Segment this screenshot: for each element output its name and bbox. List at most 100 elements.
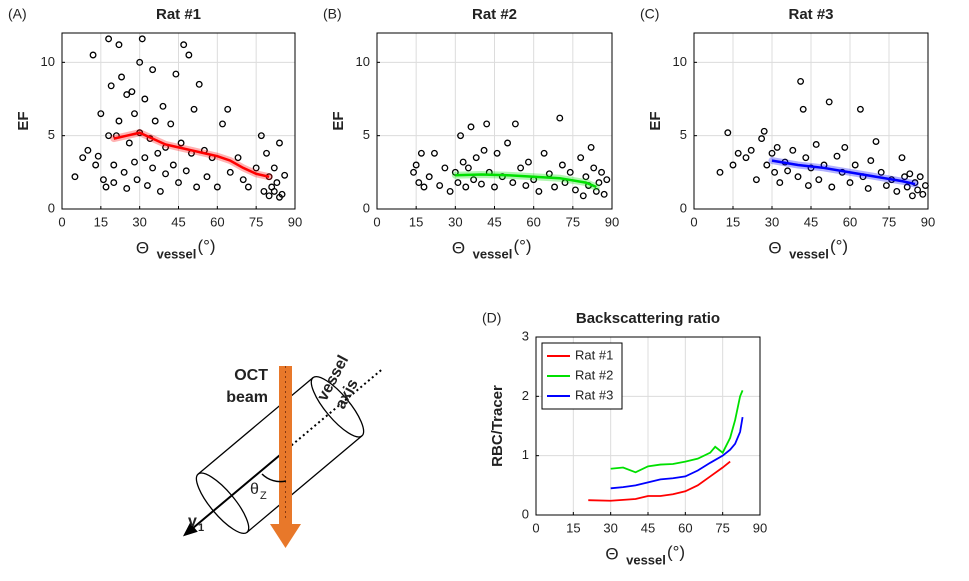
data-point [190, 105, 198, 113]
data-point [89, 51, 97, 59]
data-point [417, 149, 425, 157]
data-point [412, 161, 420, 169]
data-point [470, 176, 478, 184]
cylinder-side [197, 377, 314, 475]
y-tick-label: 0 [48, 200, 55, 215]
x-tick-label: 15 [566, 520, 580, 535]
y-axis-label: EF [15, 111, 32, 130]
data-point [125, 139, 133, 147]
panel-label: (A) [8, 6, 27, 22]
data-point [724, 129, 732, 137]
data-point [797, 77, 805, 85]
data-point [172, 70, 180, 78]
data-point [483, 120, 491, 128]
chart-title: Backscattering ratio [576, 310, 720, 327]
data-point [590, 164, 598, 172]
data-point [156, 187, 164, 195]
y-tick-label: 0 [363, 200, 370, 215]
data-point [410, 168, 418, 176]
arrow-head [182, 522, 198, 537]
beam-label: OCT [234, 367, 268, 384]
x-tick-label: 30 [765, 214, 779, 229]
data-point [281, 171, 289, 179]
y-tick-label: 5 [680, 127, 687, 142]
data-point [517, 164, 525, 172]
x-tick-label: 45 [804, 214, 818, 229]
data-point [226, 168, 234, 176]
data-point [270, 164, 278, 172]
data-point [131, 110, 138, 118]
data-point [802, 154, 810, 162]
data-point [893, 187, 901, 195]
x-tick-label: 30 [603, 520, 617, 535]
data-point [571, 186, 579, 194]
data-point [110, 179, 118, 187]
data-point [773, 143, 781, 151]
data-point [252, 164, 260, 172]
x-tick-label: 60 [210, 214, 224, 229]
data-point [182, 167, 190, 175]
data-point [118, 73, 125, 81]
data-point [472, 154, 480, 162]
data-point [851, 161, 859, 169]
data-point [133, 176, 141, 184]
data-point [265, 192, 273, 200]
data-point [729, 161, 737, 169]
plot-frame [693, 32, 929, 210]
x-axis-label-unit: (°) [513, 236, 531, 255]
data-point [92, 161, 100, 169]
data-point [79, 154, 87, 162]
x-tick-label: 75 [715, 520, 729, 535]
data-point [257, 132, 265, 140]
data-point [97, 110, 105, 118]
x-tick-label: 60 [843, 214, 857, 229]
oct-beam-head [270, 524, 301, 548]
x-axis-label-unit: (°) [197, 236, 215, 255]
data-point [758, 135, 766, 143]
series-line [610, 416, 744, 490]
data-point [841, 143, 849, 151]
x-tick-label: 0 [532, 520, 539, 535]
data-point [603, 176, 611, 184]
x-axis-label-unit: (°) [830, 236, 848, 255]
data-point [872, 138, 880, 145]
data-point [747, 146, 755, 154]
data-point [464, 164, 472, 172]
data-point [441, 164, 449, 172]
data-point [149, 66, 157, 74]
data-point [898, 154, 906, 162]
x-tick-label: 90 [921, 214, 935, 229]
data-point [867, 157, 875, 165]
x-tick-label: 60 [526, 214, 540, 229]
data-point [592, 187, 600, 195]
data-point [716, 168, 724, 176]
data-point [105, 132, 113, 140]
x-tick-label: 0 [373, 214, 380, 229]
data-point [587, 143, 595, 151]
panel-label: (C) [640, 6, 659, 22]
data-point [882, 182, 890, 189]
data-point [535, 187, 543, 195]
data-point [420, 183, 428, 191]
data-point [551, 183, 559, 191]
x-tick-label: 90 [753, 520, 767, 535]
data-point [276, 193, 283, 201]
data-point [115, 117, 123, 125]
panel-label: (B) [323, 6, 342, 22]
data-point [110, 161, 118, 169]
data-point [504, 139, 512, 147]
data-point [260, 187, 268, 195]
chart-title: Rat #2 [472, 6, 517, 23]
x-tick-label: 90 [288, 214, 302, 229]
data-point [582, 173, 590, 181]
data-point [141, 95, 149, 103]
data-point [180, 41, 188, 49]
data-point [239, 176, 247, 184]
plot-frame [535, 336, 761, 516]
data-point [799, 105, 807, 113]
angle-sub: Z [260, 490, 267, 502]
data-point [524, 158, 532, 166]
data-point [224, 105, 232, 113]
x-tick-label: 15 [726, 214, 740, 229]
